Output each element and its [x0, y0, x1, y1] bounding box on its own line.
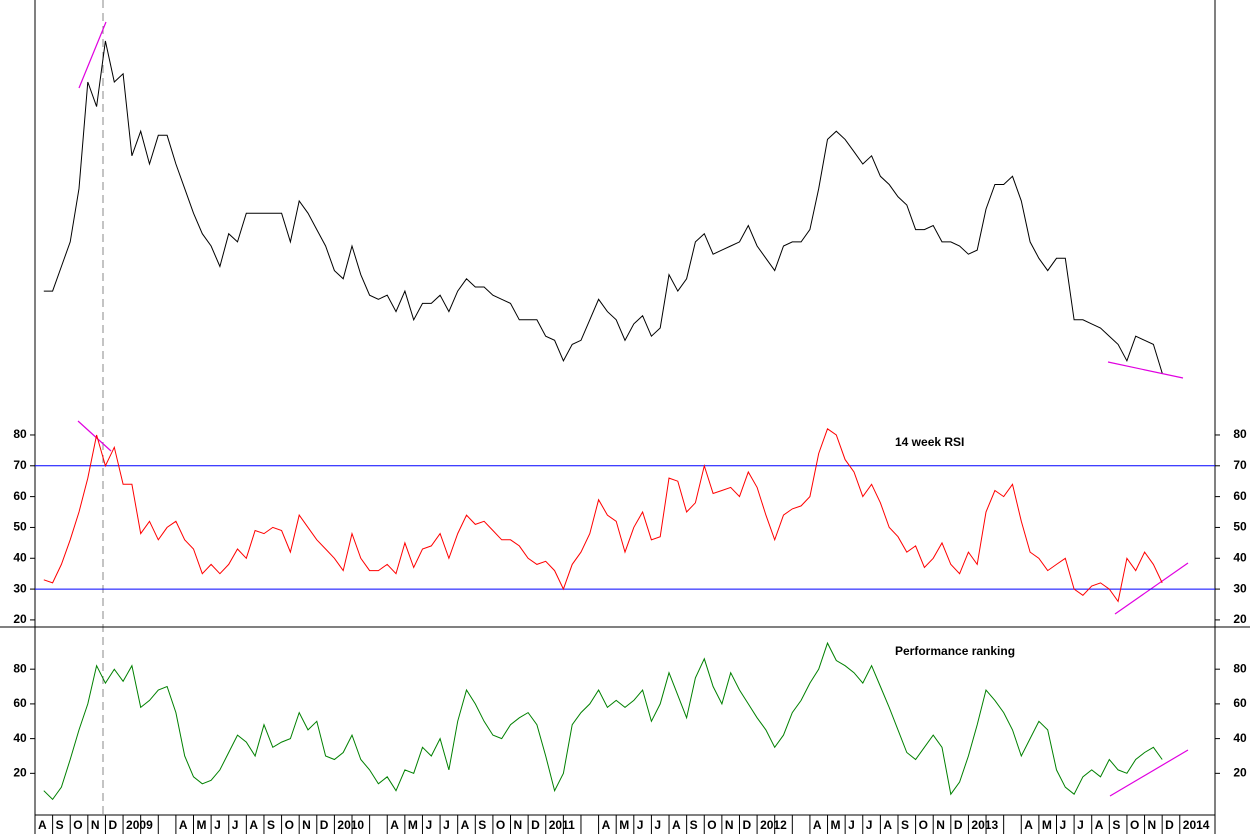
x-tick-label: D: [742, 818, 751, 832]
x-tick-label: S: [690, 818, 698, 832]
x-tick-label: 2014: [1183, 818, 1210, 832]
y-tick-label: 80: [1233, 427, 1247, 441]
x-tick-label: 2010: [337, 818, 364, 832]
x-tick-label: A: [883, 818, 892, 832]
x-tick-label: J: [637, 818, 644, 832]
x-tick-label: J: [425, 818, 432, 832]
y-tick-label: 80: [1233, 661, 1247, 675]
x-tick-label: 2009: [126, 818, 153, 832]
y-tick-label: 20: [13, 612, 27, 626]
x-tick-label: 2011: [549, 818, 575, 832]
y-tick-label: 40: [13, 550, 27, 564]
x-tick-label: J: [443, 818, 450, 832]
x-tick-label: S: [478, 818, 486, 832]
x-tick-label: S: [901, 818, 909, 832]
y-tick-label: 50: [13, 520, 27, 534]
panel-title: 14 week RSI: [895, 435, 964, 449]
x-tick-label: N: [936, 818, 945, 832]
series-line: [43, 641, 1163, 801]
x-tick-label: M: [1042, 818, 1052, 832]
x-tick-label: A: [179, 818, 188, 832]
x-tick-label: A: [390, 818, 399, 832]
x-tick-label: O: [919, 818, 928, 832]
x-tick-label: S: [267, 818, 275, 832]
x-tick-label: A: [249, 818, 258, 832]
panel-title: Performance ranking: [895, 644, 1015, 658]
y-tick-label: 40: [1233, 550, 1247, 564]
y-tick-label: 80: [13, 427, 27, 441]
x-tick-label: J: [866, 818, 873, 832]
y-tick-label: 60: [1233, 696, 1247, 710]
y-tick-label: 80: [13, 661, 27, 675]
x-tick-label: A: [602, 818, 611, 832]
y-tick-label: 50: [1233, 520, 1247, 534]
x-tick-label: A: [1024, 818, 1033, 832]
x-tick-label: J: [848, 818, 855, 832]
x-tick-label: A: [1095, 818, 1104, 832]
y-tick-label: 30: [1233, 581, 1247, 595]
x-tick-label: 2013: [971, 818, 998, 832]
trend-line: [1109, 749, 1189, 797]
x-tick-label: D: [531, 818, 540, 832]
series-line: [43, 428, 1163, 603]
x-tick-label: M: [408, 818, 418, 832]
x-tick-label: N: [725, 818, 734, 832]
y-tick-label: 60: [1233, 489, 1247, 503]
x-tick-label: O: [496, 818, 505, 832]
x-tick-label: D: [320, 818, 329, 832]
x-tick-label: O: [285, 818, 294, 832]
x-tick-label: N: [302, 818, 311, 832]
x-tick-label: S: [56, 818, 64, 832]
x-tick-label: S: [1112, 818, 1120, 832]
y-tick-label: 30: [13, 581, 27, 595]
y-tick-label: 20: [13, 766, 27, 780]
y-tick-label: 40: [1233, 731, 1247, 745]
y-tick-label: 70: [13, 458, 27, 472]
x-tick-label: J: [1059, 818, 1066, 832]
trend-lines: [77, 21, 1189, 797]
y-tick-label: 60: [13, 489, 27, 503]
x-tick-label: N: [514, 818, 523, 832]
series-line: [43, 40, 1163, 374]
x-tick-label: O: [1130, 818, 1139, 832]
x-tick-label: O: [73, 818, 82, 832]
x-tick-label: A: [38, 818, 47, 832]
y-tick-label: 20: [1233, 612, 1247, 626]
x-tick-label: A: [813, 818, 822, 832]
x-tick-label: N: [91, 818, 100, 832]
trend-line: [78, 21, 107, 89]
trend-line: [1107, 361, 1184, 379]
y-tick-label: 20: [1233, 766, 1247, 780]
x-tick-label: J: [1077, 818, 1084, 832]
x-tick-label: A: [672, 818, 681, 832]
x-tick-label: D: [954, 818, 963, 832]
x-tick-label: M: [619, 818, 629, 832]
x-tick-label: O: [707, 818, 716, 832]
x-tick-label: M: [831, 818, 841, 832]
trend-line: [77, 420, 112, 452]
x-tick-label: A: [461, 818, 470, 832]
y-tick-label: 70: [1233, 458, 1247, 472]
x-tick-label: M: [197, 818, 207, 832]
x-tick-label: D: [108, 818, 117, 832]
y-tick-label: 60: [13, 696, 27, 710]
x-tick-label: 2012: [760, 818, 787, 832]
trend-line: [1114, 562, 1189, 615]
x-tick-label: J: [654, 818, 661, 832]
x-tick-label: J: [214, 818, 221, 832]
x-tick-label: J: [232, 818, 239, 832]
x-tick-label: D: [1165, 818, 1174, 832]
y-tick-label: 40: [13, 731, 27, 745]
x-tick-label: N: [1148, 818, 1157, 832]
